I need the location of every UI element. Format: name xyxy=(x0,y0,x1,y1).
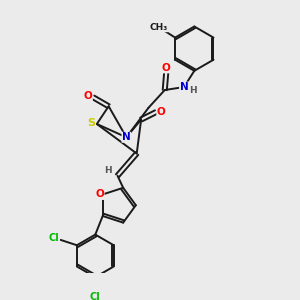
Text: H: H xyxy=(189,86,196,95)
Text: S: S xyxy=(88,118,95,128)
Text: H: H xyxy=(104,166,112,175)
Text: O: O xyxy=(157,107,166,117)
Text: N: N xyxy=(180,82,188,92)
Text: Cl: Cl xyxy=(90,292,101,300)
Text: O: O xyxy=(95,190,104,200)
Text: CH₃: CH₃ xyxy=(150,23,168,32)
Text: O: O xyxy=(84,91,92,101)
Text: Cl: Cl xyxy=(49,233,59,243)
Text: N: N xyxy=(122,132,131,142)
Text: O: O xyxy=(162,63,171,73)
